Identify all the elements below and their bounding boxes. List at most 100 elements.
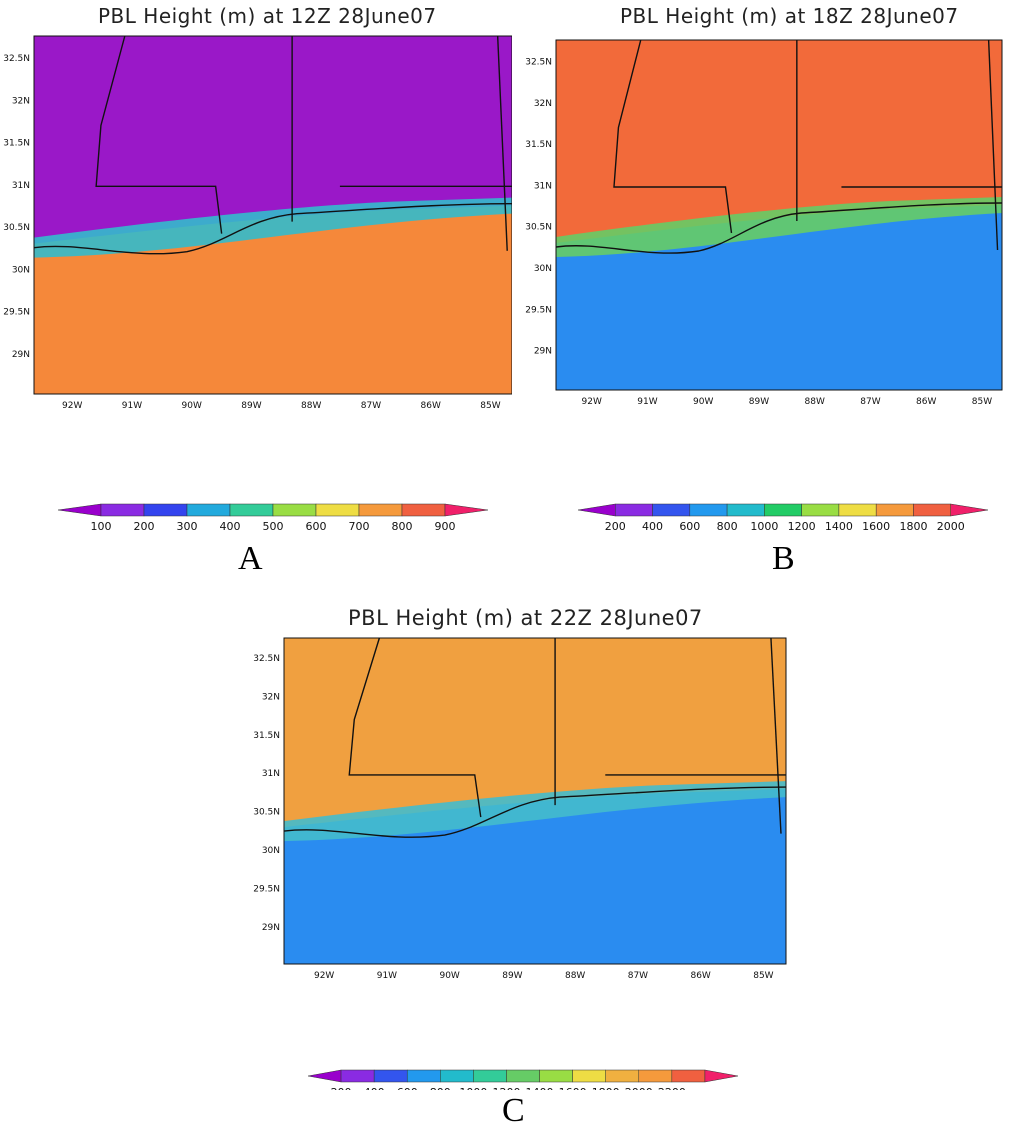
lon-tick-label: 89W <box>502 971 522 981</box>
colorbar-swatch <box>689 503 728 517</box>
lat-tick-label: 31.5N <box>525 140 552 150</box>
colorbar-swatch <box>572 1069 606 1083</box>
lon-tick-label: 88W <box>565 971 585 981</box>
lon-tick-label: 91W <box>637 397 657 407</box>
colorbar-tick-label: 1400 <box>526 1086 554 1090</box>
panel-label: A <box>238 540 263 577</box>
lon-tick-label: 85W <box>972 397 992 407</box>
lon-tick-label: 90W <box>693 397 713 407</box>
colorbar-swatch <box>704 1069 739 1083</box>
colorbar-tick-label: 1200 <box>492 1086 520 1090</box>
colorbar-tick-label: 500 <box>263 520 284 533</box>
lat-tick-label: 29.5N <box>3 308 30 318</box>
colorbar-swatch <box>726 503 765 517</box>
colorbar-swatch <box>539 1069 573 1083</box>
map-frame <box>283 637 787 965</box>
lat-tick-label: 29N <box>534 347 552 357</box>
colorbar-swatch <box>950 503 989 517</box>
state-boundary <box>987 39 999 251</box>
coastline <box>555 202 1003 254</box>
colorbar-tick-label: 1600 <box>862 520 890 533</box>
colorbar-swatch <box>143 503 188 517</box>
field-gulf <box>556 205 1002 390</box>
colorbar-tick-label: 100 <box>91 520 112 533</box>
lat-tick-label: 29.5N <box>253 885 280 895</box>
colorbar-tick-label: 200 <box>134 520 155 533</box>
lon-tick-label: 89W <box>749 397 769 407</box>
colorbar-swatch <box>577 503 616 517</box>
colorbar-swatch <box>100 503 145 517</box>
field-coastal-band <box>284 781 786 842</box>
lat-tick-label: 30N <box>262 846 280 856</box>
lon-tick-label: 91W <box>122 401 142 411</box>
map-plot-area <box>283 637 787 965</box>
lat-tick-label: 32N <box>262 692 280 702</box>
colorbar-swatch <box>272 503 317 517</box>
field-coastal-band <box>556 197 1002 257</box>
lat-tick-label: 31N <box>262 769 280 779</box>
state-boundary <box>95 35 223 234</box>
lat-tick-label: 32N <box>12 96 30 106</box>
colorbar-tick-label: 300 <box>177 520 198 533</box>
colorbar: 200 400 600 800 1000 1200 1400 1600 1800 2000 2200 <box>307 1069 739 1090</box>
lat-tick-label: 30.5N <box>525 223 552 233</box>
colorbar-tick-label: 200 <box>605 520 626 533</box>
field-coastal-band <box>34 197 512 258</box>
panel-b: PBL Height (m) at 18Z 28June07 32.5N 32N 3… <box>520 0 1024 590</box>
panel-c: PBL Height (m) at 22Z 28June07 32.5N 32N 3… <box>240 600 800 1137</box>
colorbar-tick-label: 200 <box>331 1086 352 1090</box>
colorbar-tick-label: 1400 <box>825 520 853 533</box>
colorbar-swatch <box>401 503 446 517</box>
colorbar-swatch <box>913 503 951 517</box>
colorbar-tick-label: 1800 <box>592 1086 620 1090</box>
field-gulf <box>34 205 512 394</box>
colorbar-swatch <box>838 503 877 517</box>
panel-title: PBL Height (m) at 12Z 28June07 <box>98 4 437 28</box>
colorbar-swatch <box>671 1069 706 1083</box>
colorbar-swatch <box>764 503 802 517</box>
colorbar-swatch <box>638 1069 673 1083</box>
state-boundary <box>770 637 782 834</box>
colorbar-tick-label: 2000 <box>625 1086 653 1090</box>
map-c: 32.5N 32N 31.5N 31N 30.5N 30N 29.5N 29N 92W 91W 90… <box>253 637 787 1090</box>
colorbar-swatch <box>440 1069 474 1083</box>
colorbar-tick-label: 700 <box>349 520 370 533</box>
lon-tick-label: 88W <box>301 401 321 411</box>
colorbar-tick-label: 800 <box>430 1086 451 1090</box>
lon-tick-label: 85W <box>753 971 773 981</box>
lon-tick-label: 89W <box>241 401 261 411</box>
colorbar-tick-label: 900 <box>435 520 456 533</box>
colorbar: 200 400 600 800 1000 1200 1400 1600 1800 2000 <box>577 503 989 533</box>
state-boundary <box>348 637 482 818</box>
lat-tick-label: 31.5N <box>3 139 30 149</box>
lon-tick-label: 90W <box>182 401 202 411</box>
colorbar-swatch <box>875 503 914 517</box>
panel-a: PBL Height (m) at 12Z 28June07 32.5N 32N 3… <box>0 0 512 590</box>
map-frame <box>33 35 512 395</box>
lat-tick-label: 30N <box>12 265 30 275</box>
panel-title: PBL Height (m) at 22Z 28June07 <box>348 606 703 630</box>
lon-tick-label: 92W <box>62 401 82 411</box>
lon-tick-label: 92W <box>314 971 334 981</box>
lon-tick-label: 86W <box>690 971 710 981</box>
lat-tick-label: 29.5N <box>525 305 552 315</box>
colorbar-swatch <box>340 1069 375 1083</box>
colorbar-swatch <box>801 503 840 517</box>
colorbar-tick-label: 2000 <box>937 520 965 533</box>
map-a: 32.5N 32N 31.5N 31N 30.5N 30N 29.5N 29N 92W 91W 90… <box>3 35 512 533</box>
lat-tick-label: 30N <box>534 264 552 274</box>
colorbar-tick-label: 1000 <box>750 520 778 533</box>
lat-tick-label: 29N <box>262 923 280 933</box>
lat-tick-label: 32.5N <box>3 54 30 64</box>
colorbar-swatch <box>315 503 360 517</box>
lat-tick-label: 31N <box>534 181 552 191</box>
lon-tick-label: 87W <box>860 397 880 407</box>
colorbar-swatch <box>307 1069 342 1083</box>
colorbar-swatch <box>444 503 489 517</box>
panel-title: PBL Height (m) at 18Z 28June07 <box>620 4 959 28</box>
map-b: 32.5N 32N 31.5N 31N 30.5N 30N 29.5N 29N 92W 91W 90… <box>525 39 1003 533</box>
lat-tick-label: 32.5N <box>525 58 552 68</box>
colorbar-tick-label: 600 <box>306 520 327 533</box>
colorbar-swatch <box>506 1069 540 1083</box>
coastline <box>283 786 787 838</box>
